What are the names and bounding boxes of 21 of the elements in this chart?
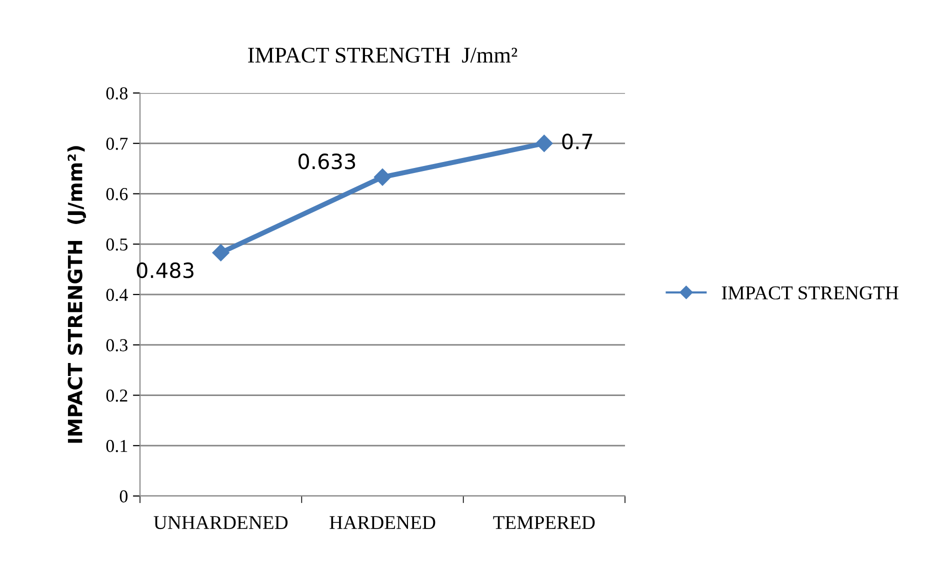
point — [536, 134, 553, 152]
data-label: 0.633 — [298, 154, 356, 170]
point — [212, 244, 230, 262]
legend-label: IMPACT STRENGTH — [722, 286, 898, 300]
chart-title: IMPACT STRENGTH J/mm² — [248, 48, 518, 63]
y-tick-label: 0.8 — [106, 87, 128, 100]
y-tick-label: 0.6 — [106, 188, 128, 200]
y-tick-label: 0.7 — [106, 138, 128, 150]
y-tick-label: 0.3 — [106, 339, 128, 352]
y-tick-label: 0 — [120, 490, 128, 502]
data-label: 0.483 — [136, 262, 194, 278]
x-tick-label: TEMPERED — [493, 516, 595, 529]
x-tick-label: HARDENED — [330, 516, 436, 529]
point — [374, 168, 392, 186]
data-label: 0.7 — [562, 134, 592, 150]
y-tick-label: 0.2 — [106, 390, 128, 402]
y-tick-label: 0.5 — [106, 238, 128, 251]
x-tick-label: UNHARDENED — [154, 516, 288, 530]
y-tick-label: 0.4 — [106, 288, 128, 302]
y-axis-title: IMPACT STRENGTH (J/mm²) — [67, 146, 86, 443]
y-tick-label: 0.1 — [106, 440, 128, 452]
